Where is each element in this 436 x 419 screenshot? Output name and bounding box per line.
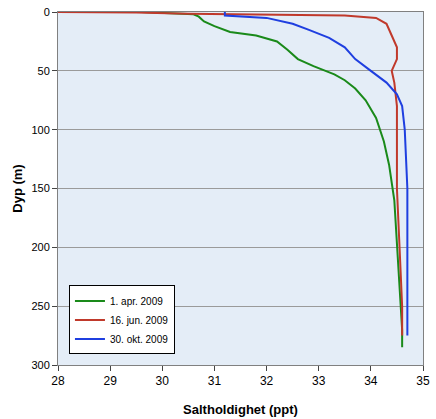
svg-text:29: 29 [103,374,117,388]
svg-text:Saltholdighet (ppt): Saltholdighet (ppt) [183,402,298,417]
svg-text:31: 31 [208,374,222,388]
svg-text:200: 200 [31,241,49,253]
svg-text:35: 35 [416,374,430,388]
svg-text:32: 32 [260,374,274,388]
svg-text:Dyp (m): Dyp (m) [10,164,25,212]
svg-text:100: 100 [31,124,49,136]
svg-text:34: 34 [364,374,378,388]
svg-text:30. okt. 2009: 30. okt. 2009 [110,334,168,345]
svg-text:300: 300 [31,359,49,371]
svg-text:30: 30 [156,374,170,388]
svg-text:150: 150 [31,182,49,194]
svg-text:50: 50 [38,65,50,77]
svg-text:28: 28 [51,374,65,388]
svg-text:33: 33 [312,374,326,388]
svg-text:250: 250 [31,300,49,312]
svg-text:0: 0 [44,6,50,18]
svg-text:1. apr. 2009: 1. apr. 2009 [110,296,163,307]
svg-text:16. jun. 2009: 16. jun. 2009 [110,315,168,326]
